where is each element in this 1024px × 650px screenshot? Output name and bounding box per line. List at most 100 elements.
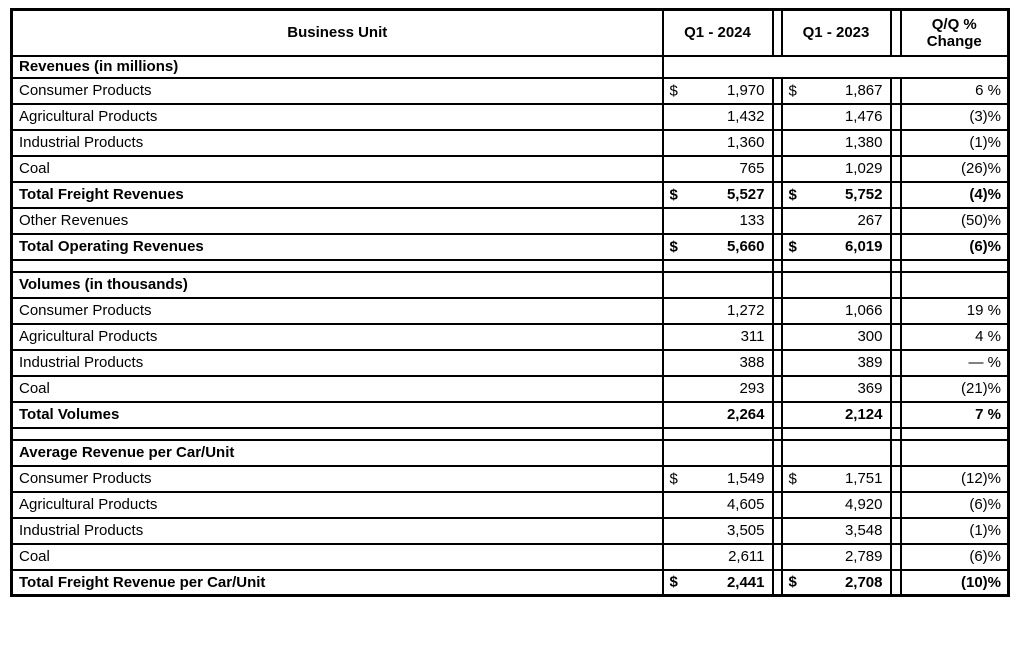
column-spacer-cell xyxy=(889,102,902,131)
value-text: 1,380 xyxy=(844,133,883,151)
spacer-cell xyxy=(889,258,902,273)
table-row: Agricultural Products 311 300 4 % xyxy=(10,322,1010,351)
dollar-sign: $ xyxy=(669,81,678,99)
column-spacer-cell xyxy=(889,490,902,519)
row-label: Total Operating Revenues xyxy=(10,232,664,261)
row-label: Total Freight Revenue per Car/Unit xyxy=(10,568,664,597)
spacer-cell xyxy=(899,258,1010,273)
row-label: Total Freight Revenues xyxy=(10,180,664,209)
qq-change-cell: 6 % xyxy=(899,76,1010,105)
column-spacer-cell xyxy=(771,296,783,325)
row-label: Industrial Products xyxy=(10,128,664,157)
table-row: Industrial Products 388 389 — % xyxy=(10,348,1010,377)
value-text: 2,611 xyxy=(728,547,765,565)
value-text: 2,264 xyxy=(726,405,765,423)
section-empty-cell xyxy=(899,438,1010,467)
table-row: Consumer Products 1,272 1,066 19 % xyxy=(10,296,1010,325)
table-row: Industrial Products 1,360 1,380 (1)% xyxy=(10,128,1010,157)
table-row: Total Freight Revenues $5,527 $5,752 (4)% xyxy=(10,180,1010,209)
column-spacer-cell xyxy=(889,348,902,377)
column-spacer-cell xyxy=(771,516,783,545)
dollar-sign: $ xyxy=(669,237,678,255)
qq-change-cell: (26)% xyxy=(899,154,1010,183)
qq-change-cell: (21)% xyxy=(899,374,1010,403)
qq-change-cell: (3)% xyxy=(899,102,1010,131)
value-text: 6,019 xyxy=(844,237,883,255)
qq-change-cell: (4)% xyxy=(899,180,1010,209)
column-spacer-cell xyxy=(771,206,783,235)
column-spacer-cell xyxy=(889,438,902,467)
dollar-sign: $ xyxy=(669,469,678,487)
qq-change-cell: (1)% xyxy=(899,128,1010,157)
section-title: Volumes (in thousands) xyxy=(10,270,664,299)
column-spacer-header xyxy=(771,8,783,57)
table-row: Total Volumes 2,264 2,124 7 % xyxy=(10,400,1010,429)
value-text: 311 xyxy=(740,327,765,345)
value-q1-2024-cell: 765 xyxy=(661,154,774,183)
table-row: Other Revenues 133 267 (50)% xyxy=(10,206,1010,235)
spacer-cell xyxy=(771,426,783,441)
table-row: Consumer Products $1,970 $1,867 6 % xyxy=(10,76,1010,105)
value-q1-2023-cell: $6,019 xyxy=(780,232,892,261)
spacer-cell xyxy=(10,426,664,441)
qq-change-cell: 7 % xyxy=(899,400,1010,429)
row-label: Coal xyxy=(10,542,664,571)
spacer-row xyxy=(10,258,1010,273)
spacer-cell xyxy=(771,258,783,273)
value-text: 293 xyxy=(739,379,765,397)
qq-change-cell: (6)% xyxy=(899,490,1010,519)
value-q1-2023-cell: 369 xyxy=(780,374,892,403)
value-text: 3,505 xyxy=(726,521,765,539)
value-text: 2,708 xyxy=(844,573,883,591)
value-q1-2023-cell: 1,476 xyxy=(780,102,892,131)
value-q1-2023-cell: 4,920 xyxy=(780,490,892,519)
value-q1-2023-cell: 1,380 xyxy=(780,128,892,157)
column-spacer-cell xyxy=(771,464,783,493)
dollar-sign: $ xyxy=(669,573,678,591)
value-q1-2024-cell: 133 xyxy=(661,206,774,235)
section-empty-cell xyxy=(780,438,892,467)
dollar-sign: $ xyxy=(669,185,678,203)
value-q1-2024-cell: $5,527 xyxy=(661,180,774,209)
value-text: 267 xyxy=(857,211,883,229)
section-header-row: Revenues (in millions) xyxy=(10,54,1010,79)
value-q1-2024-cell: $5,660 xyxy=(661,232,774,261)
column-spacer-cell xyxy=(889,128,902,157)
row-label: Industrial Products xyxy=(10,516,664,545)
section-empty-cell xyxy=(899,270,1010,299)
table-row: Industrial Products 3,505 3,548 (1)% xyxy=(10,516,1010,545)
value-text: 5,752 xyxy=(844,185,883,203)
value-text: 1,066 xyxy=(844,301,883,319)
column-spacer-cell xyxy=(889,464,902,493)
column-spacer-cell xyxy=(771,400,783,429)
section-empty-cell xyxy=(661,54,1010,79)
dollar-sign: $ xyxy=(788,81,797,99)
value-q1-2023-cell: 2,789 xyxy=(780,542,892,571)
row-label: Total Volumes xyxy=(10,400,664,429)
row-label: Coal xyxy=(10,374,664,403)
column-spacer-cell xyxy=(889,516,902,545)
value-q1-2023-cell: $2,708 xyxy=(780,568,892,597)
spacer-row xyxy=(10,426,1010,441)
dollar-sign: $ xyxy=(788,573,797,591)
column-spacer-cell xyxy=(889,542,902,571)
value-q1-2024-cell: 293 xyxy=(661,374,774,403)
column-spacer-cell xyxy=(771,102,783,131)
value-text: 133 xyxy=(739,211,765,229)
column-spacer-cell xyxy=(889,154,902,183)
qq-change-header-line1: Q/Q % xyxy=(931,15,977,33)
value-q1-2023-cell: 267 xyxy=(780,206,892,235)
value-q1-2024-cell: 1,432 xyxy=(661,102,774,131)
value-text: 1,432 xyxy=(726,107,765,125)
value-q1-2024-cell: 2,611 xyxy=(661,542,774,571)
financial-results-table: Business Unit Q1 - 2024 Q1 - 2023 Q/Q % … xyxy=(10,8,1010,597)
table-row: Consumer Products $1,549 $1,751 (12)% xyxy=(10,464,1010,493)
value-q1-2023-cell: 1,066 xyxy=(780,296,892,325)
value-q1-2024-cell: $2,441 xyxy=(661,568,774,597)
value-text: 300 xyxy=(857,327,883,345)
value-text: 4,920 xyxy=(844,495,883,513)
column-spacer-cell xyxy=(889,76,902,105)
row-label: Consumer Products xyxy=(10,76,664,105)
value-text: 1,751 xyxy=(844,469,883,487)
value-text: 3,548 xyxy=(844,521,883,539)
